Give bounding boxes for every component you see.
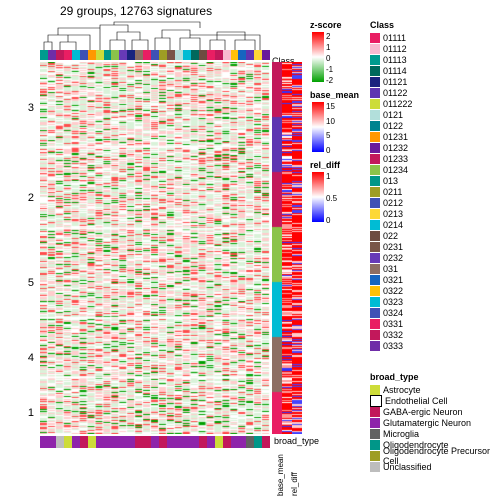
class-legend: Class 0111101112011130111401121011220112… [370, 20, 412, 351]
broad-type-legend: broad_type AstrocyteEndothelial CellGABA… [370, 372, 504, 472]
dendrogram [40, 20, 270, 50]
scale-legends: z-score-2-1012base_mean051015rel_diff00.… [310, 20, 360, 230]
column-class-bar [40, 50, 270, 60]
annotation-columns [272, 62, 302, 434]
rel-diff-annotation [292, 62, 302, 434]
column-broad-type-bar [40, 436, 270, 448]
class-annotation [272, 62, 282, 434]
page-title: 29 groups, 12763 signatures [60, 4, 212, 18]
broad-type-label: broad_type [274, 436, 319, 446]
row-group-labels: 32541 [0, 62, 38, 434]
bottom-annotation-labels: base_mean rel_diff [272, 450, 302, 500]
heatmap-main [40, 62, 270, 434]
base-mean-annotation [282, 62, 292, 434]
